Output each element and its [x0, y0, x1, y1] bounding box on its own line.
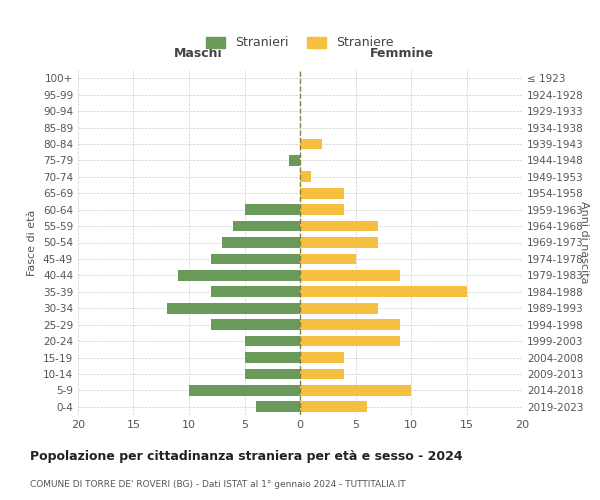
Bar — [245, 336, 300, 346]
Bar — [256, 402, 300, 412]
Text: Popolazione per cittadinanza straniera per età e sesso - 2024: Popolazione per cittadinanza straniera p… — [30, 450, 463, 463]
Bar — [300, 336, 400, 346]
Legend: Stranieri, Straniere: Stranieri, Straniere — [202, 32, 398, 54]
Bar — [211, 286, 300, 297]
Bar — [245, 352, 300, 363]
Bar — [245, 368, 300, 380]
Text: COMUNE DI TORRE DE' ROVERI (BG) - Dati ISTAT al 1° gennaio 2024 - TUTTITALIA.IT: COMUNE DI TORRE DE' ROVERI (BG) - Dati I… — [30, 480, 406, 489]
Bar — [300, 220, 378, 232]
Bar — [300, 303, 378, 314]
Bar — [300, 402, 367, 412]
Bar — [300, 204, 344, 215]
Bar — [178, 270, 300, 280]
Bar — [167, 303, 300, 314]
Bar — [211, 254, 300, 264]
Bar — [245, 204, 300, 215]
Bar — [222, 237, 300, 248]
Y-axis label: Anni di nascita: Anni di nascita — [579, 201, 589, 284]
Bar — [300, 352, 344, 363]
Bar — [300, 172, 311, 182]
Bar — [300, 368, 344, 380]
Bar — [233, 220, 300, 232]
Bar — [300, 286, 467, 297]
Bar — [300, 385, 411, 396]
Bar — [300, 270, 400, 280]
Bar — [300, 188, 344, 198]
Bar — [289, 155, 300, 166]
Bar — [300, 237, 378, 248]
Bar — [300, 320, 400, 330]
Text: Femmine: Femmine — [370, 46, 434, 60]
Text: Maschi: Maschi — [173, 46, 222, 60]
Y-axis label: Fasce di età: Fasce di età — [28, 210, 37, 276]
Bar — [189, 385, 300, 396]
Bar — [300, 254, 355, 264]
Bar — [300, 138, 322, 149]
Bar — [211, 320, 300, 330]
